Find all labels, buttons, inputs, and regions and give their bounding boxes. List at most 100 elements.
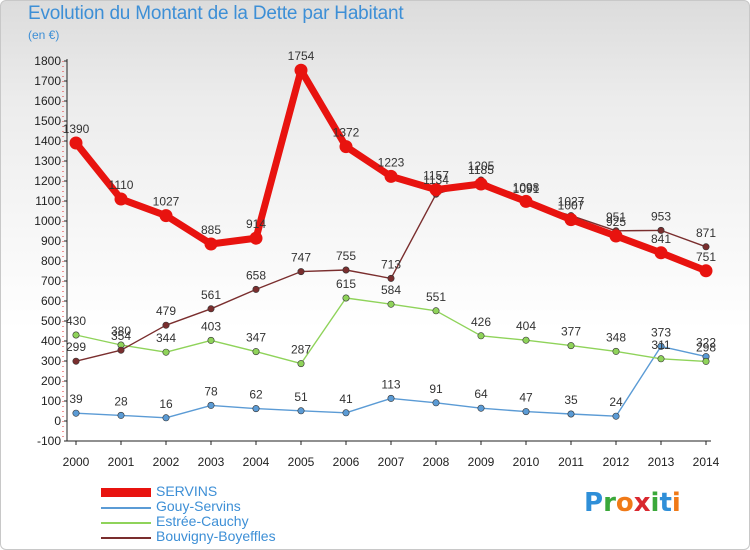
y-tick-label: 400	[41, 334, 61, 348]
x-tick-label: 2008	[423, 455, 450, 469]
data-point	[567, 410, 575, 418]
x-tick-label: 2007	[378, 455, 405, 469]
data-point	[162, 348, 170, 356]
data-labels: 299 354 479 561 658 747 755 713 1134 1205 1091 1027…	[66, 159, 716, 354]
x-tick-label: 2014	[693, 455, 720, 469]
data-point	[72, 331, 80, 339]
data-label: 404	[516, 319, 536, 333]
data-label: 62	[249, 388, 263, 402]
x-tick-label: 2006	[333, 455, 360, 469]
legend-label: Gouy-Servins	[156, 498, 241, 514]
data-labels: 430 380 344 403 347 287 615 584 551 426 404 377 348 3…	[66, 277, 716, 357]
data-point	[387, 300, 395, 308]
data-label: 1185	[468, 163, 494, 177]
data-point	[159, 209, 173, 223]
data-label: 16	[159, 397, 173, 411]
data-point	[699, 264, 713, 278]
data-point	[387, 394, 395, 402]
logo-letter: P	[584, 488, 604, 518]
x-tick-label: 2002	[153, 455, 180, 469]
data-label: 344	[156, 331, 176, 345]
data-point	[657, 355, 665, 363]
legend-label: SERVINS	[156, 483, 218, 499]
data-point	[384, 169, 398, 183]
data-label: 584	[381, 283, 401, 297]
logo-letter: r	[603, 488, 616, 518]
data-label: 1027	[153, 195, 180, 209]
data-label: 1007	[558, 199, 585, 213]
y-tick-label: 700	[41, 274, 61, 288]
data-labels: 1390 1110 1027 885 914 1754 1372 1223 1157 1185 10…	[63, 49, 717, 264]
data-label: 885	[201, 223, 221, 237]
data-point	[657, 226, 665, 234]
x-tick-label: 2011	[558, 455, 584, 469]
data-label: 113	[381, 377, 400, 391]
data-label: 426	[471, 315, 491, 329]
y-tick-label: 1600	[34, 94, 61, 108]
data-point	[117, 411, 125, 419]
data-label: 377	[561, 325, 581, 339]
data-point	[609, 229, 623, 243]
data-point	[387, 274, 395, 282]
data-label: 479	[156, 304, 176, 318]
data-label: 551	[426, 290, 446, 304]
data-point	[477, 332, 485, 340]
data-point	[522, 408, 530, 416]
data-label: 615	[336, 277, 356, 291]
y-tick-label: -100	[37, 434, 61, 448]
y-tick-label: 500	[41, 314, 61, 328]
data-point	[252, 285, 260, 293]
y-tick-label: 1700	[34, 74, 61, 88]
data-point	[72, 357, 80, 365]
data-label: 747	[291, 251, 311, 265]
data-point	[339, 140, 353, 154]
data-point	[204, 237, 218, 251]
y-tick-label: 1800	[34, 54, 61, 68]
data-label: 925	[606, 215, 626, 229]
data-point	[432, 307, 440, 315]
data-label: 713	[381, 257, 401, 271]
data-point	[612, 347, 620, 355]
data-point	[342, 266, 350, 274]
y-tick-label: 600	[41, 294, 61, 308]
logo-letter: o	[615, 488, 634, 518]
x-tick-label: 2013	[648, 455, 675, 469]
data-label: 751	[696, 250, 716, 264]
y-tick-label: 100	[41, 394, 61, 408]
data-label: 1390	[63, 122, 90, 136]
series-servins	[69, 63, 713, 278]
series-gouy-servins	[72, 342, 710, 422]
series-estr-e-cauchy	[72, 294, 710, 368]
data-label: 1027	[558, 195, 585, 209]
x-tick-label: 2003	[198, 455, 225, 469]
data-label: 658	[246, 268, 266, 282]
data-label: 1754	[288, 49, 315, 63]
logo-letter: x	[633, 488, 651, 518]
data-label: 78	[204, 384, 218, 398]
data-label: 1223	[378, 155, 405, 169]
data-label: 380	[111, 324, 131, 338]
data-point	[207, 336, 215, 344]
data-point	[69, 136, 83, 150]
y-tick-label: 1100	[35, 194, 61, 208]
logo-letter: i	[671, 488, 681, 518]
legend-swatch	[101, 537, 151, 539]
data-label: 39	[69, 392, 83, 406]
data-label: 914	[246, 217, 266, 231]
data-labels: 39 28 16 78 62 51 41 113 91 64 47 35 24 373 322	[69, 325, 716, 410]
data-label: 287	[291, 343, 311, 357]
data-point	[252, 348, 260, 356]
data-point	[654, 246, 668, 260]
proxiti-logo: Proxiti	[584, 488, 681, 518]
x-tick-label: 2012	[603, 455, 630, 469]
y-tick-label: 300	[41, 354, 61, 368]
data-point	[297, 360, 305, 368]
x-tick-label: 2005	[288, 455, 315, 469]
logo-letter: i	[650, 488, 660, 518]
data-label: 35	[564, 393, 578, 407]
data-label: 348	[606, 330, 626, 344]
y-tick-label: 1300	[34, 154, 61, 168]
y-tick-label: 800	[41, 254, 61, 268]
